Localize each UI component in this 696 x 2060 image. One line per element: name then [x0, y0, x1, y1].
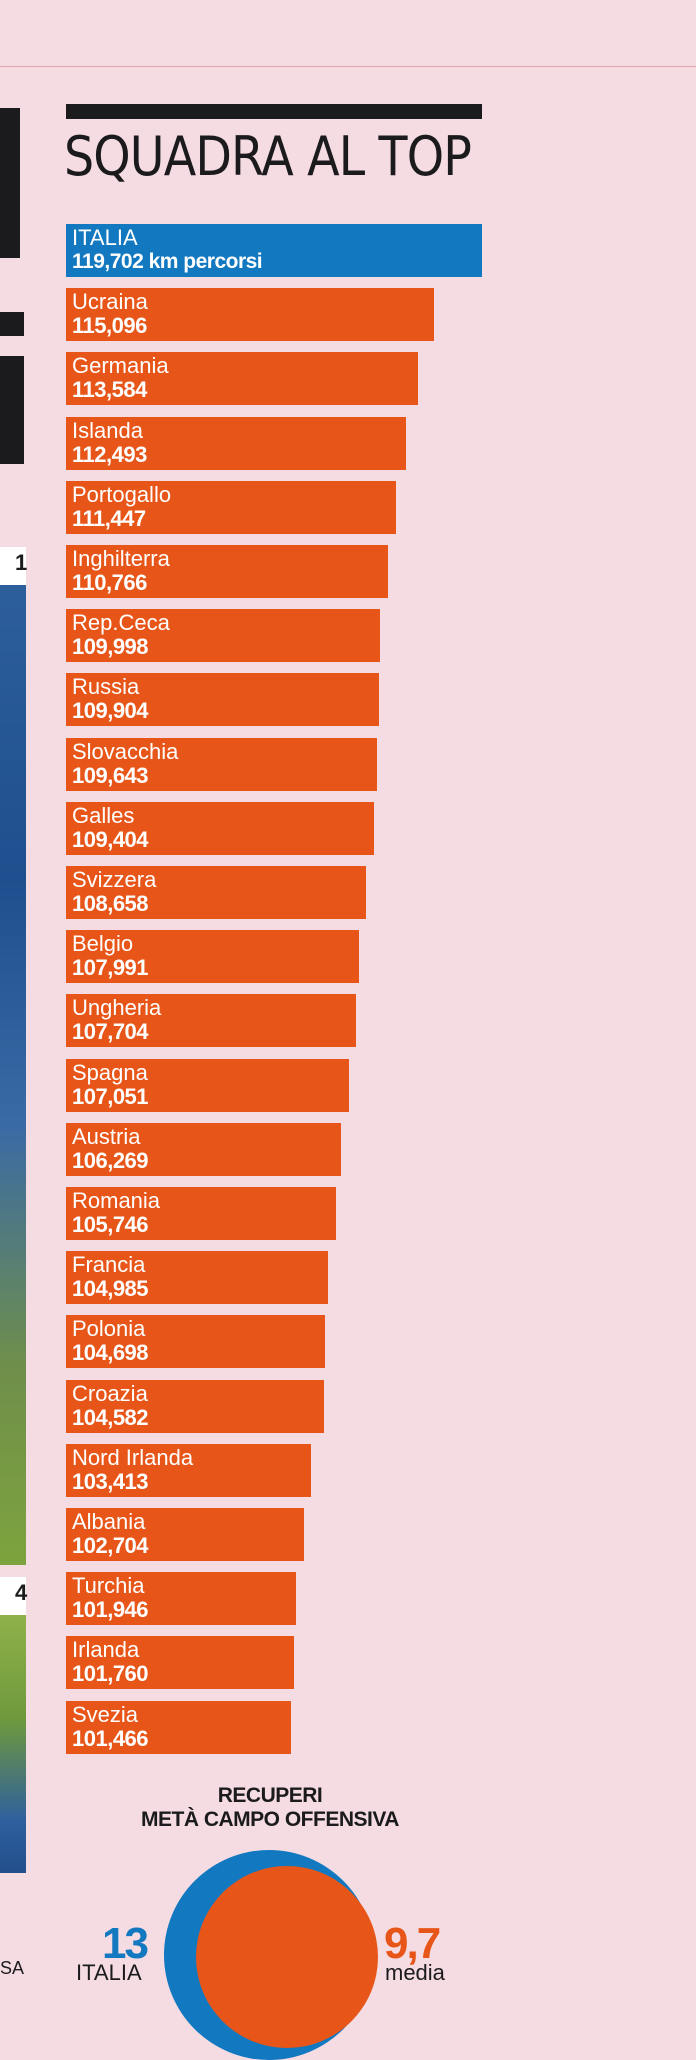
bar-category-label: Inghilterra: [72, 546, 170, 571]
bar-category-label: Slovacchia: [72, 738, 179, 764]
bar-category-label: Turchia: [72, 1573, 145, 1599]
bar-category-label: Portogallo: [72, 481, 172, 507]
bar-value-label: 110,766: [72, 570, 147, 595]
bar-value-label: 115,096: [72, 313, 147, 339]
top-divider-line: [0, 66, 696, 67]
bar-value-label: 111,447: [72, 505, 146, 531]
edge-photo-fragment: [0, 1615, 26, 1873]
bar-category-label: Islanda: [72, 417, 143, 443]
bar-value-label: 109,643: [72, 762, 149, 788]
recuperi-title-line1: RECUPERI: [217, 1784, 323, 1807]
media-label: media: [385, 1960, 445, 1985]
bar: Spagna 107,051: [66, 1058, 349, 1112]
bar-category-label: Germania: [72, 353, 169, 379]
bar-category-label: Ucraina: [72, 289, 148, 315]
edge-photo-fragment: [0, 585, 26, 1565]
bar: Rep.Ceca 109,998: [66, 609, 380, 663]
bar-value-label: 104,985: [72, 1276, 149, 1302]
bar: Portogallo 111,447: [66, 480, 396, 534]
bar-category-label: Russia: [72, 674, 140, 700]
bar: Irlanda 101,760: [66, 1636, 294, 1690]
bar: Francia 104,985: [66, 1251, 328, 1305]
bar-chart: ITALIA 119,702 km percorsi Ucraina 115,096 G…: [66, 224, 482, 1754]
bar-category-label: Rep.Ceca: [72, 610, 170, 636]
bar-category-label: Francia: [72, 1252, 146, 1278]
bar-category-label: Romania: [72, 1188, 161, 1213]
title-bar: [66, 104, 482, 119]
bar: Nord Irlanda 103,413: [66, 1443, 311, 1497]
bar-value-label: 109,404: [72, 826, 149, 852]
bar-category-label: Austria: [72, 1123, 141, 1149]
bar-category-label: Irlanda: [72, 1637, 140, 1663]
bar: Russia 109,904: [66, 673, 379, 727]
bar-category-label: Svezia: [72, 1701, 139, 1727]
bar-category-label: ITALIA: [72, 225, 138, 250]
bar-italia: ITALIA 119,702 km percorsi: [66, 224, 482, 277]
bar-category-label: Polonia: [72, 1316, 146, 1342]
italia-value: 13: [102, 1919, 149, 1968]
bar: Inghilterra 110,766: [66, 545, 388, 598]
media-circle: [196, 1866, 378, 2048]
edge-number: 4: [15, 1580, 28, 1605]
bar-value-label: 108,658: [72, 891, 149, 916]
media-value: 9,7: [384, 1919, 441, 1968]
bar-value-label: 113,584: [72, 377, 147, 403]
edge-text-fragment: SA: [0, 1958, 25, 1978]
bar-value-label: 106,269: [72, 1147, 149, 1173]
bar-value-label: 101,760: [72, 1661, 149, 1687]
bar-value-label: 107,704: [72, 1019, 149, 1045]
bar: Islanda 112,493: [66, 416, 406, 470]
bar: Albania 102,704: [66, 1508, 304, 1561]
edge-number-box: [0, 1577, 26, 1615]
bar: Turchia 101,946: [66, 1572, 296, 1626]
bar-category-label: Belgio: [72, 931, 134, 957]
bar-value-label: 102,704: [72, 1533, 149, 1558]
bar: Croazia 104,582: [66, 1379, 324, 1433]
bar: Germania 113,584: [66, 352, 418, 406]
bar-value-label: 105,746: [72, 1212, 149, 1237]
bar: Svezia 101,466: [66, 1700, 291, 1754]
bar-value-label: 107,051: [72, 1083, 149, 1109]
bar-value-label: 101,946: [72, 1597, 149, 1623]
bar-category-label: Galles: [72, 802, 135, 828]
bar-value-label: 109,904: [72, 698, 149, 724]
edge-number-box: [0, 547, 26, 585]
bar: Ungheria 107,704: [66, 994, 356, 1048]
recuperi-title: RECUPERI METÀ CAMPO OFFENSIVA: [100, 1784, 440, 1832]
bar-value-label: 119,702 km percorsi: [72, 250, 263, 273]
recuperi-title-line2: METÀ CAMPO OFFENSIVA: [141, 1808, 399, 1831]
edge-letter-fragment: [0, 312, 24, 336]
bar-category-label: Spagna: [72, 1059, 148, 1085]
bar: Polonia 104,698: [66, 1315, 325, 1369]
bar-value-label: 103,413: [72, 1468, 149, 1494]
bar-value-label: 112,493: [72, 441, 147, 467]
bar: Svizzera 108,658: [66, 866, 366, 919]
bar-category-label: Albania: [72, 1509, 146, 1534]
bar-value-label: 101,466: [72, 1725, 149, 1751]
bar: Galles 109,404: [66, 801, 374, 855]
bar-category-label: Ungheria: [72, 995, 162, 1021]
bar-category-label: Nord Irlanda: [72, 1444, 194, 1470]
bar-category-label: Svizzera: [72, 867, 157, 892]
bar-category-label: Croazia: [72, 1380, 148, 1406]
bar-value-label: 104,698: [72, 1340, 149, 1366]
italia-label: ITALIA: [76, 1960, 142, 1985]
bar-value-label: 104,582: [72, 1404, 149, 1430]
bar: Ucraina 115,096: [66, 288, 434, 342]
bar: Slovacchia 109,643: [66, 737, 377, 791]
edge-letter-fragment: [0, 356, 24, 464]
bar: Romania 105,746: [66, 1187, 336, 1240]
bar: Belgio 107,991: [66, 930, 359, 984]
edge-letter-fragment: [0, 108, 20, 258]
edge-number: 1: [15, 550, 28, 575]
bar-value-label: 107,991: [72, 955, 149, 981]
chart-title: SQUADRA AL TOP: [64, 125, 472, 188]
bar: Austria 106,269: [66, 1122, 341, 1176]
bar-value-label: 109,998: [72, 634, 149, 660]
